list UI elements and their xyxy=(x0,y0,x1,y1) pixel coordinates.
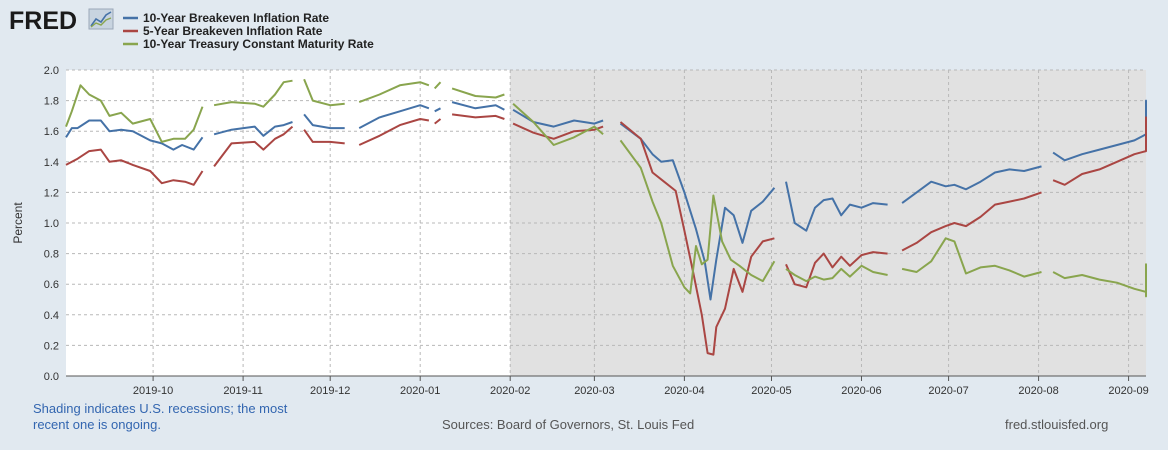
series-2 xyxy=(65,113,1147,356)
y-tick-label: 0.8 xyxy=(44,249,59,261)
series-line xyxy=(785,264,888,283)
fred-logo-text: FRED xyxy=(9,7,77,35)
series-line xyxy=(303,129,345,145)
x-tick-label: 2020-02 xyxy=(490,385,530,397)
x-tick-label: 2019-11 xyxy=(223,385,263,397)
series-line xyxy=(1052,116,1147,186)
x-tick-label: 2020-04 xyxy=(664,385,704,397)
legend-item-1[interactable]: 10-Year Breakeven Inflation Rate xyxy=(123,11,329,25)
series-line xyxy=(901,191,1042,252)
series-line xyxy=(65,84,204,143)
series-line xyxy=(451,87,505,99)
series-line xyxy=(434,107,441,113)
series-line xyxy=(303,113,345,130)
series-line xyxy=(213,121,293,137)
series-line xyxy=(65,148,204,186)
series-line xyxy=(619,122,776,301)
y-tick-label: 1.8 xyxy=(44,96,59,108)
x-tick-label: 2019-10 xyxy=(133,385,173,397)
y-axis-label: Percent xyxy=(11,202,25,244)
x-tick-label: 2020-09 xyxy=(1108,385,1148,397)
series-line xyxy=(451,113,505,120)
series-line xyxy=(512,102,604,146)
series-line xyxy=(213,79,293,108)
series-line xyxy=(303,78,345,107)
x-axis: 2019-10 2019-11 2019-12 2020-01 2020-02 2020-… xyxy=(66,375,1149,397)
y-tick-label: 2.0 xyxy=(44,65,59,77)
series-3 xyxy=(65,78,1147,298)
x-tick-label: 2020-01 xyxy=(400,385,440,397)
series-line xyxy=(619,121,775,356)
y-tick-label: 1.0 xyxy=(44,218,59,230)
source-text: Sources: Board of Governors, St. Louis F… xyxy=(442,417,695,432)
series-line xyxy=(1052,263,1147,298)
series-line xyxy=(451,101,505,111)
y-tick-label: 0.0 xyxy=(44,371,59,383)
series-line xyxy=(433,81,442,90)
x-tick-label: 2020-03 xyxy=(574,385,614,397)
legend-label: 10-Year Treasury Constant Maturity Rate xyxy=(143,37,374,51)
recession-note-line-1: Shading indicates U.S. recessions; the m… xyxy=(33,401,288,416)
y-tick-label: 0.4 xyxy=(44,310,59,322)
x-tick-label: 2020-06 xyxy=(841,385,881,397)
y-tick-label: 0.2 xyxy=(44,340,59,352)
y-axis: 0.0 0.2 0.4 0.6 0.8 1.0 1.2 1.4 1.6 1.8 2.0 xyxy=(44,65,59,383)
series-layer xyxy=(65,78,1147,356)
series-line xyxy=(434,118,442,125)
y-tick-label: 1.2 xyxy=(44,187,59,199)
x-tick-label: 2020-07 xyxy=(928,385,968,397)
legend-label: 5-Year Breakeven Inflation Rate xyxy=(143,24,323,38)
fred-url-link[interactable]: fred.stlouisfed.org xyxy=(1005,417,1109,432)
series-line xyxy=(785,251,888,289)
series-line xyxy=(358,104,430,129)
series-line xyxy=(213,125,294,168)
series-line xyxy=(901,165,1042,204)
recession-note: Shading indicates U.S. recessions; the m… xyxy=(33,401,333,433)
legend-label: 10-Year Breakeven Inflation Rate xyxy=(143,11,329,25)
series-line xyxy=(65,119,204,151)
recession-note-line-2: recent one is ongoing. xyxy=(33,417,161,432)
y-tick-label: 0.6 xyxy=(44,279,59,291)
y-tick-label: 1.4 xyxy=(44,157,59,169)
fred-logo[interactable]: FRED xyxy=(9,7,114,35)
series-line xyxy=(619,139,776,295)
x-tick-label: 2020-08 xyxy=(1018,385,1058,397)
legend-item-2[interactable]: 5-Year Breakeven Inflation Rate xyxy=(123,24,323,38)
x-tick-label: 2020-05 xyxy=(751,385,791,397)
y-tick-label: 1.6 xyxy=(44,126,59,138)
series-line xyxy=(358,81,430,104)
legend-item-3[interactable]: 10-Year Treasury Constant Maturity Rate xyxy=(123,37,374,51)
series-line xyxy=(901,237,1042,278)
x-tick-label: 2019-12 xyxy=(310,385,350,397)
series-line xyxy=(358,118,430,146)
fred-graph-icon xyxy=(88,8,114,30)
series-line xyxy=(785,181,888,232)
